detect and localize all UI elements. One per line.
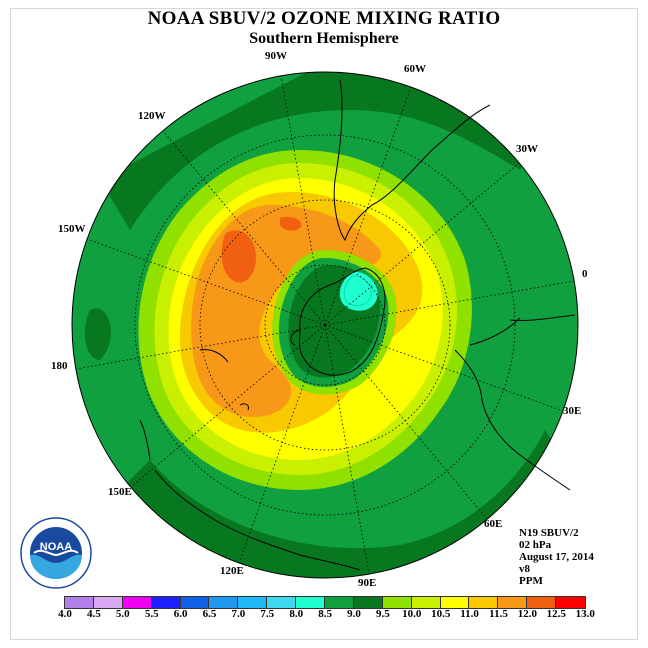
map-title: NOAA SBUV/2 OZONE MIXING RATIO — [147, 8, 501, 29]
antarctic-peninsula — [290, 329, 301, 346]
legend-tick-label: 13.0 — [575, 608, 595, 620]
legend-swatch — [353, 597, 383, 608]
africa-coastline — [454, 314, 576, 491]
band-9-0-west — [84, 308, 111, 360]
legend-tick-label: 10.0 — [402, 608, 422, 620]
observation-date: August 17, 2014 — [519, 551, 594, 563]
legend-tick-label: 5.0 — [115, 608, 130, 620]
legend-swatch — [411, 597, 441, 608]
legend-swatch — [440, 597, 470, 608]
legend-tick-label: 11.5 — [489, 608, 508, 620]
legend-tick-label: 12.0 — [517, 608, 538, 620]
legend-swatch — [238, 597, 268, 608]
legend-tick-label: 7.0 — [231, 608, 246, 620]
band-12-0-north — [280, 216, 302, 231]
lon-label-150w: 150W — [58, 223, 86, 235]
lon-label-30e: 30E — [563, 405, 582, 417]
lon-label-60w: 60W — [404, 63, 426, 75]
map-boundary — [71, 71, 579, 579]
units-label: PPM — [519, 575, 543, 587]
legend-swatch — [93, 597, 123, 608]
lon-label-90e: 90E — [358, 577, 377, 589]
south-america-coastline — [333, 79, 491, 242]
legend-swatch — [556, 597, 586, 608]
legend-swatch — [209, 597, 239, 608]
map-subtitle: Southern Hemisphere — [249, 30, 399, 47]
legend-swatch — [151, 597, 181, 608]
legend-swatch — [65, 597, 94, 608]
legend-tick-label: 8.0 — [289, 608, 304, 620]
legend-tick-label: 6.0 — [173, 608, 188, 620]
legend-tick-label: 7.5 — [260, 608, 275, 620]
color-legend-ticks: 4.0 4.5 5.0 5.5 6.0 6.5 7.0 7.5 8.0 8.5 9.0 9.5 10.0… — [0, 608, 648, 622]
graticule — [75, 75, 575, 575]
legend-tick-label: 11.0 — [460, 608, 479, 620]
legend-tick-label: 4.5 — [87, 608, 101, 620]
noaa-logo-text: NOAA — [40, 541, 72, 553]
lon-label-30w: 30W — [516, 143, 538, 155]
legend-tick-label: 9.0 — [347, 608, 361, 620]
lon-label-0: 0 — [582, 268, 588, 280]
legend-tick-label: 8.5 — [318, 608, 332, 620]
ozone-field — [72, 72, 578, 578]
legend-tick-label: 10.5 — [431, 608, 451, 620]
legend-swatch — [267, 597, 297, 608]
legend-tick-label: 9.5 — [376, 608, 390, 620]
product-info: N19 SBUV/2 02 hPa August 17, 2014 v8 PPM — [519, 527, 594, 587]
latitude-circle — [134, 134, 516, 516]
satellite-label: N19 SBUV/2 — [519, 527, 579, 539]
legend-swatch — [469, 597, 499, 608]
lon-label-60e: 60E — [484, 518, 503, 530]
latitude-circle — [199, 199, 451, 451]
legend-swatch — [382, 597, 412, 608]
version-label: v8 — [519, 563, 530, 575]
legend-tick-label: 4.0 — [58, 608, 72, 620]
pressure-level: 02 hPa — [519, 539, 552, 551]
lon-label-150e: 150E — [108, 486, 132, 498]
lon-label-120w: 120W — [138, 110, 166, 122]
legend-swatch — [325, 597, 354, 608]
color-legend — [64, 596, 587, 609]
lon-label-90w: 90W — [265, 50, 287, 62]
legend-swatch — [180, 597, 210, 608]
coastlines — [139, 79, 576, 571]
new-zealand-coastline — [199, 349, 249, 411]
legend-tick-label: 6.5 — [202, 608, 217, 620]
legend-swatch — [296, 597, 326, 608]
tasmania-coastline — [139, 419, 151, 461]
figure-frame — [10, 8, 638, 640]
legend-tick-label: 5.5 — [144, 608, 159, 620]
legend-swatch — [122, 597, 152, 608]
lon-label-180: 180 — [51, 360, 68, 372]
noaa-logo-icon: NOAA — [20, 517, 92, 589]
legend-swatch — [527, 597, 557, 608]
legend-tick-label: 12.5 — [546, 608, 566, 620]
legend-swatch — [498, 597, 528, 608]
antarctica-coastline — [299, 267, 386, 376]
lon-label-120e: 120E — [220, 565, 244, 577]
australia-coastline — [154, 469, 361, 571]
latitude-circle — [264, 264, 386, 386]
